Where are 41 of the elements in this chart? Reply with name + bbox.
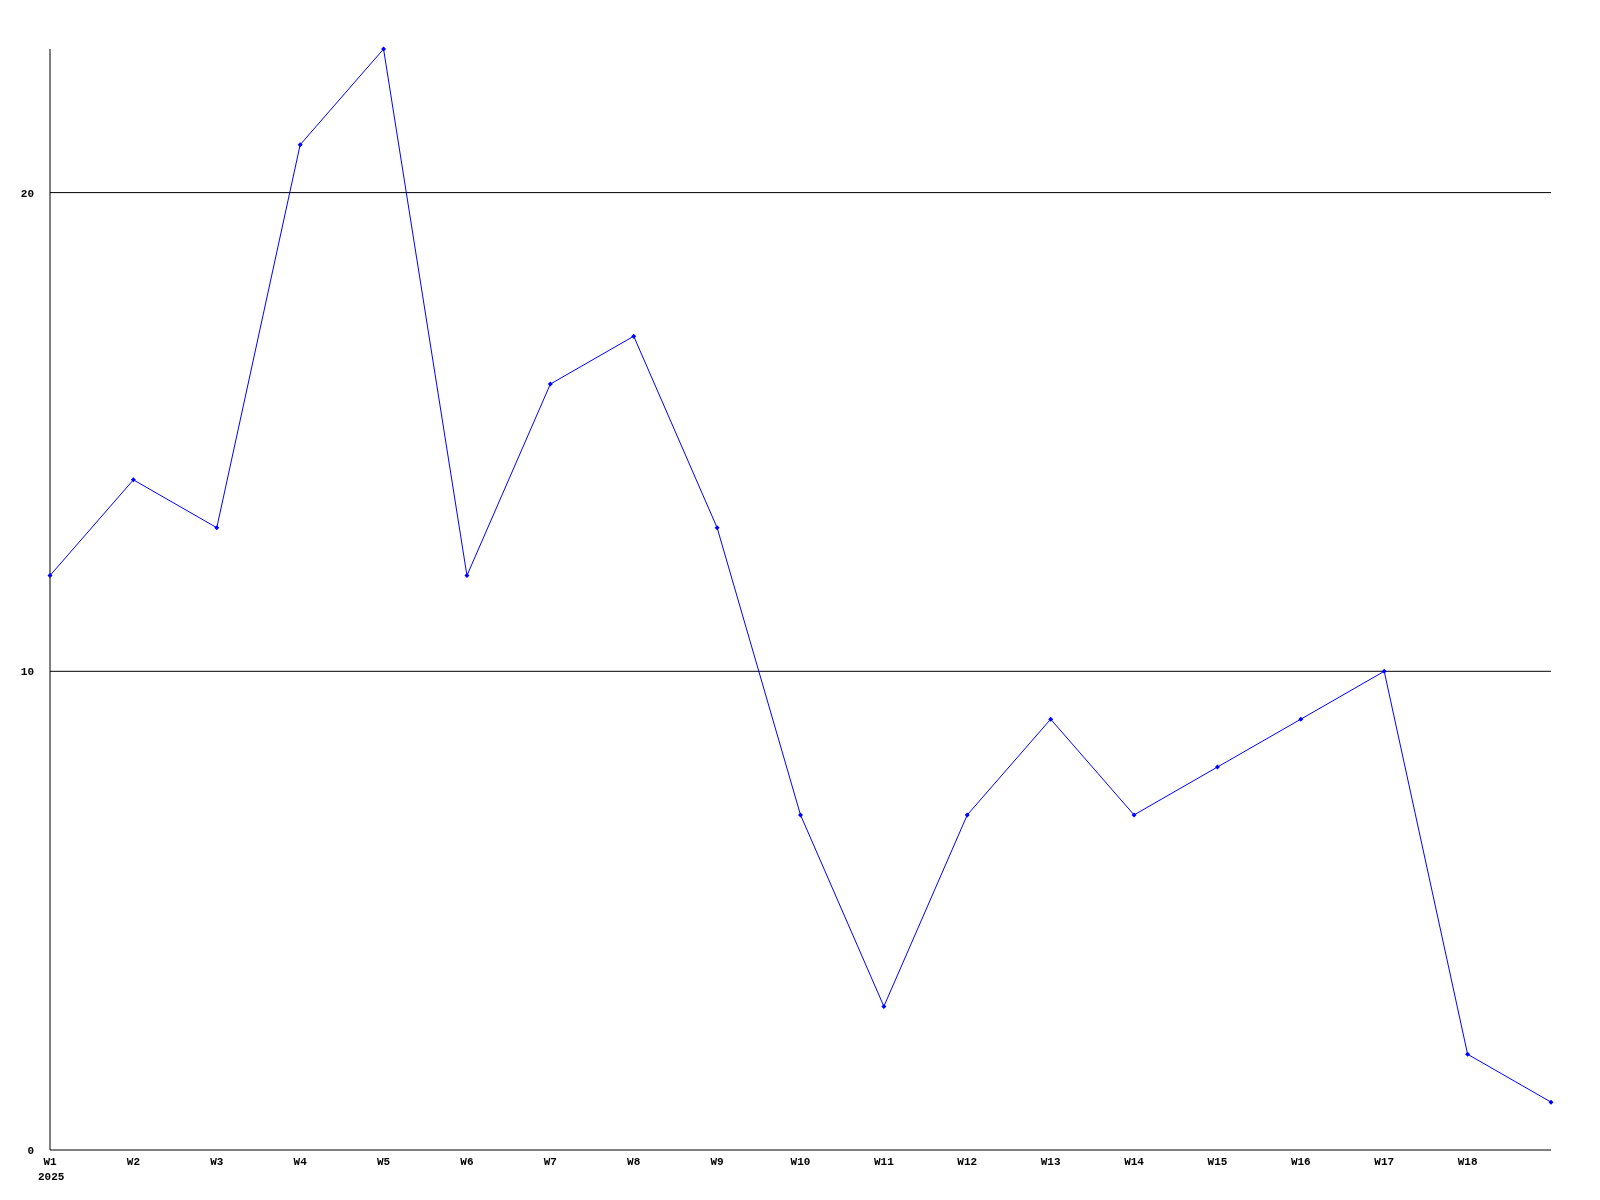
x-tick-label: W10 bbox=[790, 1156, 811, 1168]
x-tick-label: W8 bbox=[627, 1156, 641, 1168]
point bbox=[464, 573, 470, 579]
point bbox=[130, 477, 136, 483]
point bbox=[1465, 1051, 1471, 1057]
y-tick-label: 0 bbox=[27, 1145, 34, 1157]
point bbox=[964, 812, 970, 818]
point bbox=[47, 573, 53, 579]
x-tick-label: W16 bbox=[1290, 1156, 1311, 1168]
point bbox=[631, 333, 637, 339]
x-tick-label: W17 bbox=[1374, 1156, 1395, 1168]
point bbox=[1214, 764, 1220, 770]
y-tick-label: 20 bbox=[20, 187, 34, 200]
x-tick-label: W14 bbox=[1124, 1156, 1145, 1168]
point bbox=[214, 525, 220, 531]
point bbox=[1381, 668, 1387, 674]
x-tick-label: W3 bbox=[210, 1156, 224, 1168]
x-tick-label: W11 bbox=[873, 1156, 895, 1168]
point bbox=[547, 381, 553, 387]
text: 2025 bbox=[38, 1171, 65, 1183]
x-tick-label: W4 bbox=[293, 1156, 308, 1168]
x-tick-label: W2 bbox=[126, 1156, 140, 1168]
point bbox=[381, 46, 387, 52]
point bbox=[1131, 812, 1137, 818]
x-tick-label: W13 bbox=[1040, 1156, 1061, 1168]
point bbox=[1298, 716, 1304, 722]
x-tick-label: W15 bbox=[1207, 1156, 1228, 1168]
x-tick-label: W9 bbox=[710, 1156, 724, 1168]
point bbox=[881, 1003, 887, 1009]
point bbox=[1048, 716, 1054, 722]
x-tick-label: W5 bbox=[376, 1156, 391, 1168]
point bbox=[798, 812, 803, 818]
x-tick-label: W18 bbox=[1457, 1156, 1478, 1168]
x-tick-label: W12 bbox=[957, 1156, 978, 1168]
x-tick-label: W7 bbox=[543, 1156, 557, 1168]
point bbox=[297, 142, 303, 148]
x-tick-label: W1 bbox=[43, 1156, 57, 1168]
x-tick-label: W6 bbox=[460, 1156, 474, 1168]
y-tick-label: 10 bbox=[20, 666, 34, 679]
point bbox=[1548, 1099, 1554, 1105]
point bbox=[714, 525, 720, 531]
